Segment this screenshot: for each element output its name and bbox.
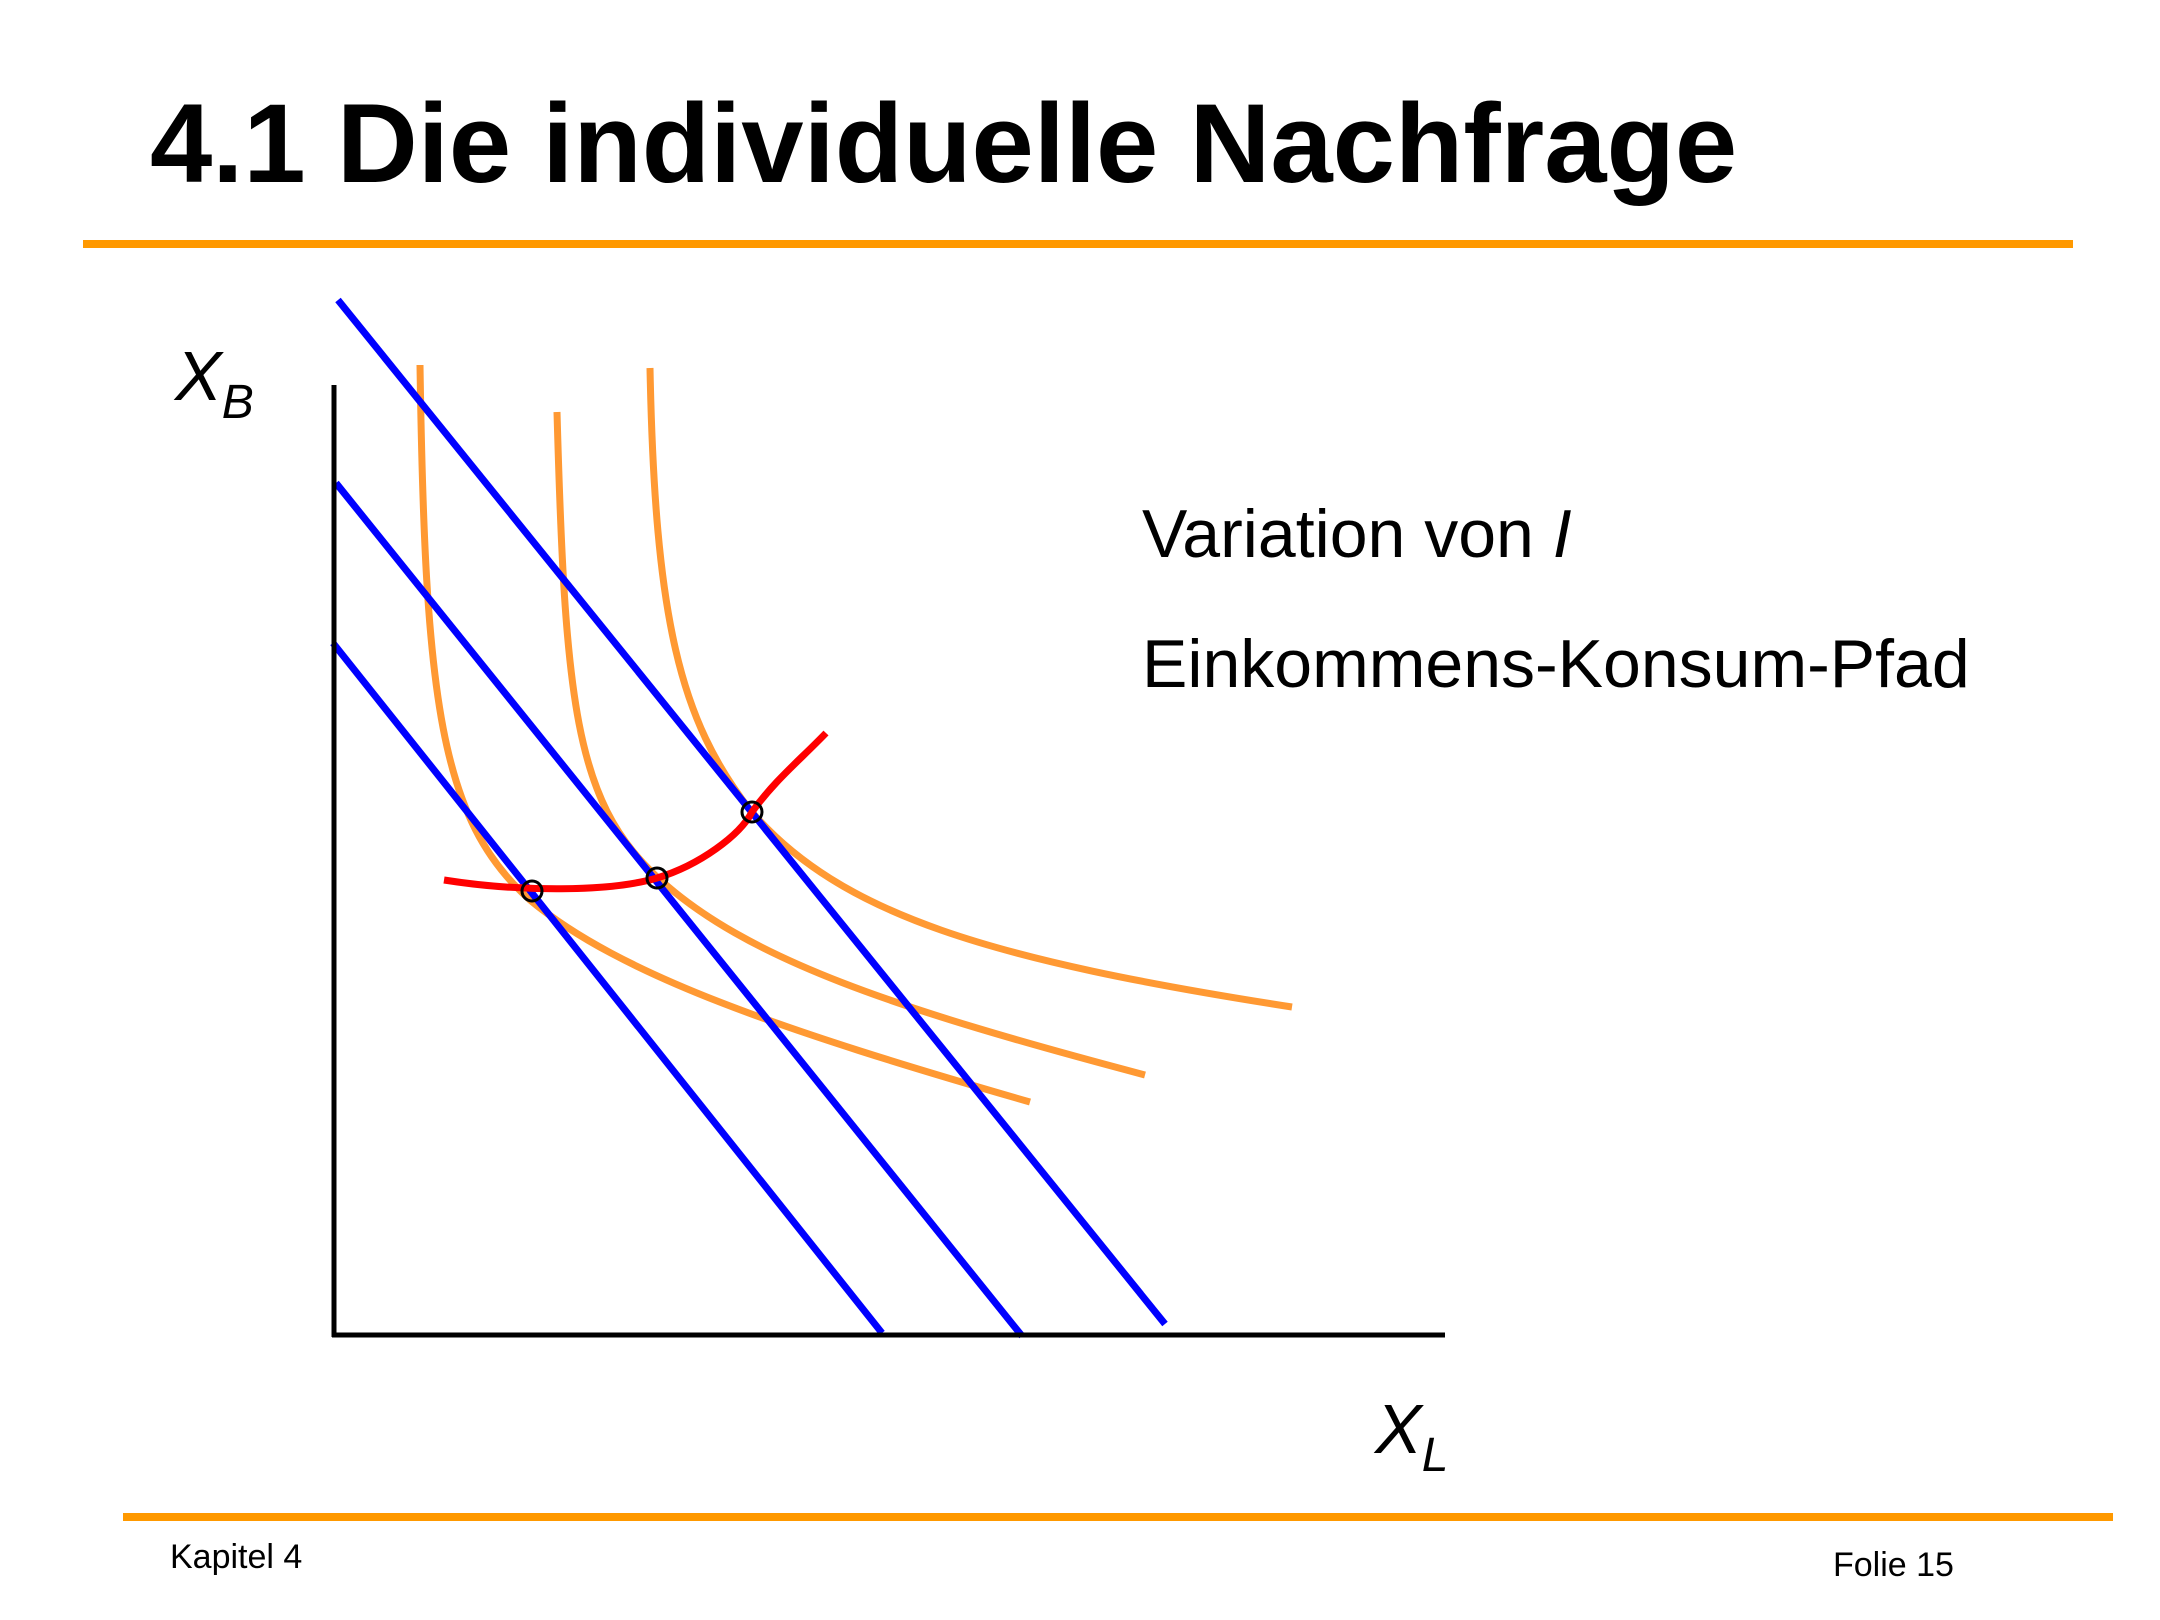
- y-axis-label-main: X: [173, 337, 224, 415]
- indifference-curve-1: [416, 364, 1031, 1106]
- x-axis-label-main: X: [1373, 1390, 1424, 1468]
- path-label: Einkommens-Konsum-Pfad: [1142, 626, 1970, 702]
- variation-variable: I: [1552, 496, 1572, 572]
- chapter-label: Kapitel 4: [170, 1538, 303, 1576]
- optimum-point-3: [740, 800, 764, 824]
- y-axis-label: XB: [173, 337, 254, 429]
- optimum-point-2: [645, 866, 669, 890]
- slide-title: 4.1 Die individuelle Nachfrage: [150, 81, 1738, 206]
- y-axis-label-sub: B: [222, 376, 254, 429]
- x-axis-label-sub: L: [1422, 1429, 1449, 1482]
- title-underline: [83, 240, 2073, 248]
- indifference-curve-2: [553, 411, 1146, 1079]
- variation-label: Variation von I: [1142, 500, 1572, 568]
- footer-rule: [123, 1513, 2113, 1521]
- slide-number: Folie 15: [1833, 1546, 1954, 1584]
- budget-line-2: [333, 480, 1025, 1339]
- variation-prefix: Variation von: [1142, 496, 1553, 572]
- optimum-point-1: [520, 879, 544, 903]
- budget-line-1: [330, 640, 885, 1336]
- x-axis-label: XL: [1373, 1390, 1448, 1482]
